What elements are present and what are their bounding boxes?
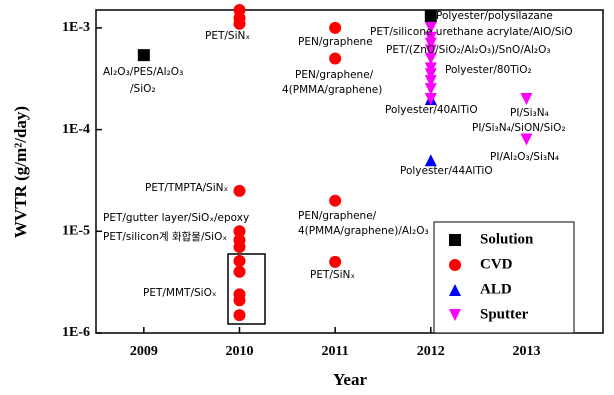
x-tick-label: 2011 xyxy=(322,344,349,359)
data-point xyxy=(520,92,533,105)
data-point xyxy=(233,294,246,307)
annotation: PI/Si₃N₄/SiON/SiO₂ xyxy=(472,122,566,134)
data-point xyxy=(233,255,246,268)
data-point xyxy=(329,194,342,207)
annotation: Al₂O₃/PES/Al₂O₃ xyxy=(103,66,183,78)
x-tick-label: 2013 xyxy=(512,344,540,359)
legend-label: Solution xyxy=(480,231,534,247)
y-tick-label: 1E-5 xyxy=(62,224,90,239)
legend-label: ALD xyxy=(480,281,512,297)
data-point xyxy=(424,75,437,88)
data-point xyxy=(424,44,437,57)
annotation: PET/MMT/SiOₓ xyxy=(143,287,217,299)
annotation: Polyester/40AlTiO xyxy=(385,104,478,116)
data-point xyxy=(233,225,246,238)
data-point xyxy=(424,10,437,23)
data-point xyxy=(233,184,246,197)
y-tick-label: 1E-6 xyxy=(62,325,90,340)
annotation: Polyester/80TiO₂ xyxy=(445,64,532,76)
legend-marker xyxy=(449,234,461,246)
annotation: PET/silicon계 화합물/SiOₓ xyxy=(103,231,227,243)
annotation: Polyester/44AlTiO xyxy=(400,165,493,177)
data-point xyxy=(233,241,246,254)
annotation: PEN/graphene/ xyxy=(295,69,374,81)
annotation: 4(PMMA/graphene) xyxy=(282,84,382,96)
highlight-box xyxy=(227,253,266,325)
y-tick-label: 1E-3 xyxy=(62,20,90,35)
data-point xyxy=(329,21,342,34)
legend-label: CVD xyxy=(480,256,513,272)
data-point xyxy=(424,154,437,167)
annotation: PI/Al₂O₃/Si₃N₄ xyxy=(490,151,559,163)
annotation: PET/silicone urethane acrylate/AlO/SiO xyxy=(370,26,573,38)
plot-frame xyxy=(95,9,604,334)
data-point xyxy=(329,255,342,268)
data-point xyxy=(424,68,437,81)
data-point xyxy=(233,309,246,322)
data-point xyxy=(424,83,437,96)
annotation: PET/SiNₓ xyxy=(310,269,355,281)
annotation: PEN/graphene xyxy=(298,36,373,48)
y-tick-label: 1E-4 xyxy=(62,122,90,137)
annotation: Polyester/polysilazane xyxy=(436,10,553,22)
data-point xyxy=(233,17,246,30)
x-tick-label: 2010 xyxy=(225,344,253,359)
data-point xyxy=(424,37,437,50)
data-point xyxy=(424,52,437,65)
annotation: PET/SiNₓ xyxy=(205,30,250,42)
annotation: PET/(ZnO/SiO₂/Al₂O₃)/SnO/Al₂O₃ xyxy=(386,44,551,56)
annotation: 4(PMMA/graphene)/Al₂O₃ xyxy=(298,225,429,237)
annotation: /SiO₂ xyxy=(130,83,156,95)
annotation: PET/gutter layer/SiOₓ/epoxy xyxy=(103,212,249,224)
x-tick-label: 2012 xyxy=(417,344,445,359)
data-point xyxy=(329,52,342,65)
data-point xyxy=(424,92,437,105)
legend-marker xyxy=(449,309,461,321)
y-axis-label: WVTR (g/m²/day) xyxy=(11,106,30,238)
x-tick-label: 2009 xyxy=(130,344,158,359)
data-point xyxy=(137,49,150,62)
annotation: PEN/graphene/ xyxy=(298,210,377,222)
data-point xyxy=(233,265,246,278)
x-axis-label: Year xyxy=(333,370,367,389)
annotation: PET/TMPTA/SiNₓ xyxy=(145,182,228,194)
legend-marker xyxy=(449,259,461,271)
legend-marker xyxy=(449,284,461,296)
data-point xyxy=(424,21,437,34)
data-point xyxy=(520,133,533,146)
annotation: PI/Si₃N₄ xyxy=(510,107,549,119)
legend-label: Sputter xyxy=(480,306,529,322)
